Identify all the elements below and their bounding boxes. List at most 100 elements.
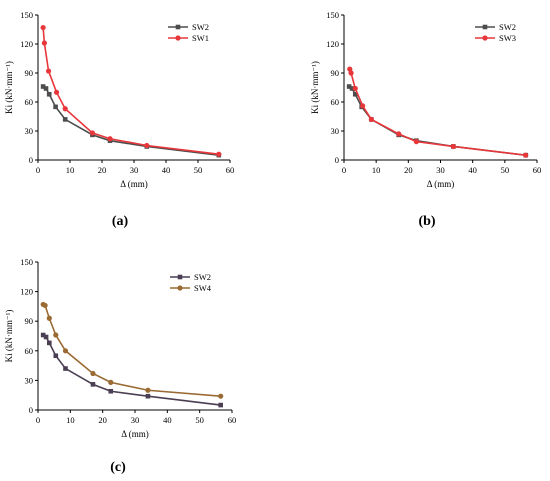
legend-label: SW2: [194, 272, 211, 282]
data-point: [40, 332, 46, 338]
data-point: [346, 84, 352, 89]
data-point: [108, 379, 114, 385]
data-point: [144, 142, 150, 149]
panel-caption: (c): [110, 460, 126, 475]
x-tick-label: 60: [533, 165, 542, 175]
x-tick-label: 20: [98, 165, 107, 175]
y-tick-label: 120: [326, 39, 339, 49]
series-SW2: [40, 332, 223, 408]
data-point: [352, 85, 358, 92]
x-tick-label: 50: [194, 165, 203, 175]
data-point: [41, 40, 48, 46]
y-tick-label: 90: [25, 316, 34, 326]
y-tick-label: 0: [29, 155, 33, 165]
x-axis-label: Δ (mm): [121, 429, 149, 439]
data-point: [107, 136, 113, 142]
x-tick-label: 40: [162, 165, 171, 175]
x-axis-label: Δ (mm): [427, 179, 455, 189]
y-tick-label: 30: [25, 126, 34, 136]
data-point: [43, 86, 49, 91]
data-point: [45, 68, 52, 74]
data-point: [62, 117, 68, 122]
y-tick-label: 150: [326, 10, 339, 20]
data-point: [523, 152, 529, 158]
series-SW1: [40, 24, 222, 157]
data-point: [90, 370, 96, 377]
x-tick-label: 60: [228, 415, 237, 425]
legend-marker: [177, 285, 183, 291]
x-tick-label: 20: [404, 165, 413, 175]
data-point: [145, 387, 151, 393]
x-tick-label: 30: [436, 165, 445, 175]
data-point: [89, 130, 95, 136]
panel-caption: (a): [112, 214, 129, 229]
x-tick-label: 10: [66, 165, 75, 175]
x-tick-label: 0: [342, 165, 346, 175]
y-tick-label: 150: [20, 257, 33, 267]
data-point: [42, 302, 48, 309]
y-tick-label: 120: [20, 287, 33, 297]
data-point: [108, 388, 114, 394]
data-point: [413, 139, 419, 145]
data-point: [348, 70, 354, 76]
x-tick-label: 10: [66, 415, 75, 425]
data-point: [40, 84, 46, 89]
series-line: [349, 68, 526, 156]
y-tick-label: 90: [331, 68, 340, 78]
series-line: [42, 27, 219, 155]
y-axis-label: Ki (kN·mm⁻¹): [4, 310, 14, 363]
panel-caption: (b): [418, 214, 435, 229]
y-tick-label: 0: [335, 155, 339, 165]
x-tick-label: 60: [226, 165, 235, 175]
data-point: [218, 393, 224, 399]
legend-label: SW4: [194, 283, 212, 293]
data-point: [90, 382, 96, 387]
x-axis-label: Δ (mm): [120, 179, 148, 189]
data-point: [349, 86, 355, 91]
legend-label: SW3: [499, 33, 516, 43]
y-axis-label: Ki (kN·mm⁻¹): [310, 61, 320, 114]
series-SW4: [40, 301, 224, 399]
series-line: [42, 303, 221, 397]
y-tick-label: 60: [25, 346, 34, 356]
y-tick-label: 60: [25, 97, 34, 107]
legend-label: SW2: [499, 22, 516, 32]
x-tick-label: 20: [98, 415, 107, 425]
x-tick-label: 0: [36, 165, 40, 175]
data-point: [450, 143, 456, 150]
data-point: [47, 340, 52, 346]
x-tick-label: 40: [163, 415, 172, 425]
x-tick-label: 30: [130, 165, 139, 175]
x-tick-label: 10: [372, 165, 381, 175]
x-tick-label: 50: [501, 165, 510, 175]
data-point: [40, 24, 46, 31]
data-point: [368, 116, 374, 122]
data-point: [43, 334, 49, 340]
y-tick-label: 150: [20, 10, 33, 20]
series-SW3: [347, 66, 529, 158]
chart-panel-3: 0 10 20 30 40 50 60 0 30 60 90 120 150 Δ (mm) Ki (kN·m…: [4, 257, 236, 475]
data-point: [216, 151, 222, 157]
data-point: [218, 402, 223, 408]
series-SW2: [40, 84, 222, 158]
y-tick-label: 120: [20, 39, 33, 49]
data-point: [63, 366, 68, 371]
data-point: [62, 106, 68, 112]
series-line: [42, 85, 219, 156]
data-point: [53, 89, 60, 95]
legend-marker: [482, 24, 488, 30]
x-tick-label: 0: [36, 415, 40, 425]
data-point: [53, 332, 59, 338]
data-point: [46, 315, 52, 321]
y-tick-label: 0: [29, 405, 33, 415]
y-tick-label: 60: [331, 97, 340, 107]
legend-label: SW2: [192, 22, 209, 32]
data-point: [62, 348, 69, 354]
legend-marker: [175, 24, 181, 30]
chart-panel-1: 0 10 20 30 40 50 60 0 30 60 90 120 150 Δ (mm) Ki (kN·m…: [4, 10, 234, 229]
y-axis-label: Ki (kN·mm⁻¹): [4, 61, 14, 114]
